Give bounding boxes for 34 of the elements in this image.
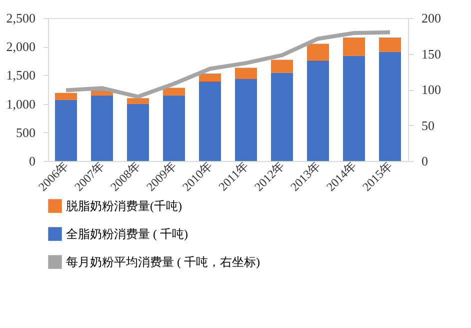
legend-label: 脱脂奶粉消费量(千吨) [66,199,182,213]
y2-tick-label: 100 [422,82,441,97]
bar [55,92,77,100]
y2-tick-label: 150 [422,46,441,62]
bar [307,44,329,60]
bar [199,81,221,161]
bar [163,88,185,96]
bar [379,37,401,52]
bar [235,68,257,79]
y-tick-label: 2,000 [6,39,36,54]
bar [271,72,293,161]
y2-tick-label: 0 [422,154,428,168]
legend-label: 全脂奶粉消费量 ( 千吨) [66,227,188,241]
y-tick-label: 1,500 [6,68,36,83]
bar [163,95,185,161]
bar [379,52,401,161]
bar [127,98,149,104]
y-tick-label: 1,000 [6,96,36,112]
bar [343,56,365,161]
line-series [64,30,392,99]
bar [307,60,329,161]
y2-tick-label: 50 [422,118,434,133]
bar [91,95,113,161]
y2-tick-label: 200 [422,10,441,26]
bar [199,73,221,82]
bar [55,100,77,161]
legend-label: 每月奶粉平均消费量 ( 千吨，右坐标) [66,255,260,269]
y-tick-label: 2,500 [6,10,36,26]
y-tick-label: 500 [16,124,36,140]
bar [343,37,365,56]
bar [127,104,149,161]
bar [235,78,257,161]
y-tick-label: 0 [29,154,36,168]
bar [271,60,293,73]
